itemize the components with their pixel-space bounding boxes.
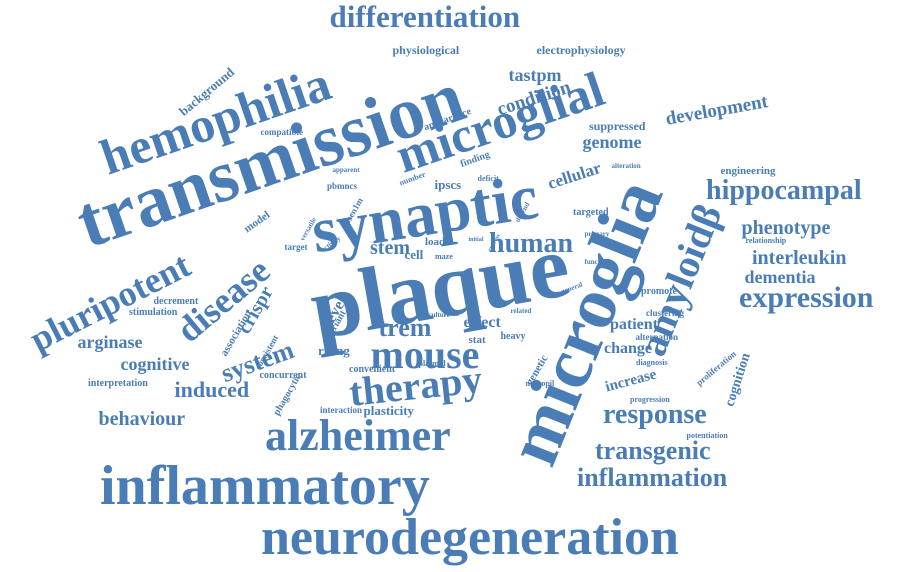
word-interleukin: interleukin [752,247,847,269]
word-ipscs: ipscs [434,176,462,192]
word-dementia: dementia [744,267,816,287]
word-concurrent: concurrent [259,370,307,381]
word-heavy: heavy [500,331,526,342]
word-cell: cell [404,246,424,262]
word-function: function [584,257,610,266]
word-deficit: deficit [477,174,499,183]
word-pbmncs: pbmncs [327,180,358,191]
word-clustering: clustering [646,307,684,318]
word-rising: rising [318,342,350,358]
word-stem: stem [370,237,410,259]
word-response: response [603,399,707,430]
word-phenotype: phenotype [741,217,831,239]
word-relationship: relationship [745,236,787,245]
word-related: related [510,306,532,315]
word-result: result [444,312,460,318]
word-change: change [604,340,652,357]
word-maze: maze [435,252,453,261]
word-cellular: cellular [544,157,603,193]
word-model: model [241,208,272,235]
word-tastpm: tastpm [508,65,562,85]
word-target: target [284,241,308,252]
word-interaction: interaction [320,404,362,415]
word-plasticity: plasticity [363,402,415,418]
word-expression: expression [739,281,874,314]
word-mouse: mouse [370,332,480,377]
word-apparent: apparent [332,165,360,174]
word-diagnosis: diagnosis [636,358,668,367]
word-induced: induced [174,377,250,402]
word-primary: primary [584,229,610,238]
word-cognitive: cognitive [120,354,190,374]
word-engineering: engineering [720,164,776,177]
word-compatible: compatible [260,126,304,137]
word-plasmid: plasmid [418,359,446,368]
word-neurodegeneration: neurodegeneration [261,509,679,566]
word-targeted: targeted [573,207,609,218]
word-load: load [425,235,446,248]
word-suppressed: suppressed [589,119,646,133]
word-human: human [489,228,574,259]
word-increase: increase [603,366,659,396]
word-effect: effect [463,314,501,331]
word-initial: initial [468,237,484,243]
word-development: development [663,90,769,130]
word-hippocampal: hippocampal [706,175,862,206]
word-inflammatory: inflammatory [100,455,430,517]
word-stat: stat [468,333,486,346]
word-inflammation: inflammation [577,463,728,492]
word-progression: progression [630,395,670,404]
word-behaviour: behaviour [98,408,186,430]
word-convenient: convenient [349,364,396,375]
word-genome: genome [582,132,642,152]
word-arginase: arginase [77,332,143,352]
word-culture: culture [428,310,450,319]
word-stimulation: stimulation [129,307,178,318]
word-physiological: physiological [392,43,460,57]
word-interpretation: interpretation [88,378,148,389]
word-transgenic: transgenic [595,436,711,465]
word-alzheimer: alzheimer [265,411,451,460]
word-patient: patient [610,316,658,333]
word-alternation: alternation [635,331,679,342]
word-alteration: alteration [611,161,641,170]
word-neuropil: neuropil [525,379,555,388]
word-potentiation: potentiation [686,431,728,440]
word-electrophysiology: electrophysiology [536,43,626,57]
word-differentiation: differentiation [329,0,521,34]
word-decrement: decrement [153,296,199,307]
word-promote: promote [641,286,677,297]
word-trem: trem [378,313,432,342]
